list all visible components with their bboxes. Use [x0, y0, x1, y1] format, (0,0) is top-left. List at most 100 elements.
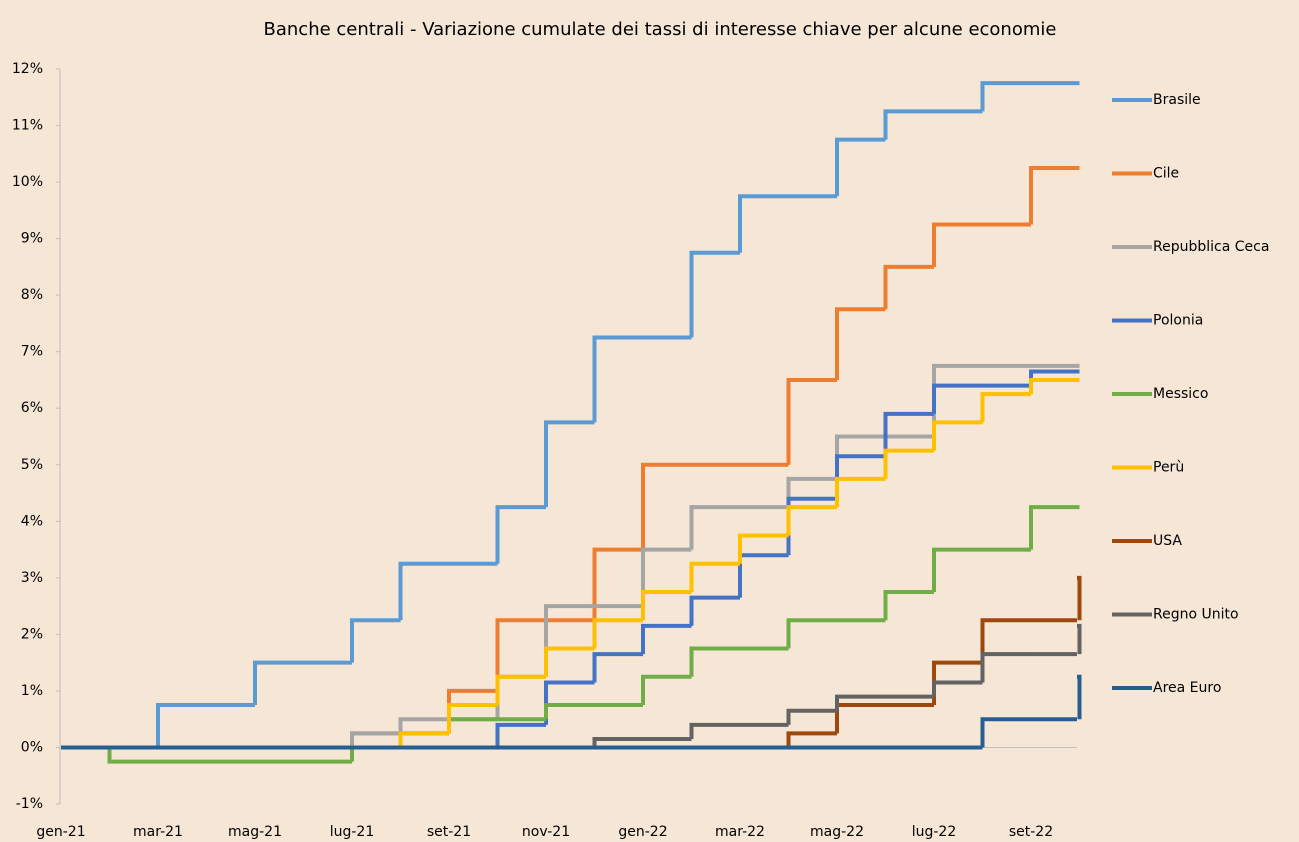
x-tick-label: set-21 — [427, 824, 471, 840]
y-tick-label: 0% — [21, 739, 43, 755]
step-segment — [932, 222, 983, 267]
legend-label: Brasile — [1153, 92, 1201, 108]
x-tick-label: lug-21 — [330, 824, 375, 840]
x-tick-label: mag-21 — [228, 824, 282, 840]
step-segment — [156, 703, 207, 748]
step-segment — [495, 505, 546, 564]
y-tick-label: 6% — [21, 400, 43, 416]
step-segment — [544, 420, 595, 508]
step-segment — [883, 264, 934, 310]
y-tick-label: 5% — [21, 457, 43, 473]
step-segment — [641, 462, 692, 550]
step-segment — [641, 674, 692, 706]
y-tick-label: 9% — [21, 231, 43, 247]
x-tick-label: set-22 — [1009, 824, 1053, 840]
x-tick-label: gen-22 — [618, 824, 667, 840]
chart-title: Banche centrali - Variazione cumulate de… — [264, 19, 1057, 40]
step-segment — [835, 476, 886, 508]
step-segment — [883, 448, 934, 479]
step-segment — [592, 618, 643, 649]
step-segment — [689, 250, 740, 338]
step-segment — [495, 722, 546, 748]
y-tick-label: 11% — [12, 118, 43, 134]
step-segment — [786, 618, 837, 649]
step-segment — [592, 547, 643, 621]
y-tick-label: -1% — [16, 796, 43, 812]
x-tick-label: lug-22 — [912, 824, 957, 840]
y-tick-label: 10% — [12, 174, 43, 190]
x-tick-label: nov-21 — [522, 824, 570, 840]
step-segment — [835, 137, 886, 197]
legend-label: Polonia — [1153, 313, 1203, 329]
step-segment — [350, 618, 401, 663]
step-segment — [689, 722, 740, 739]
step-segment — [786, 731, 837, 748]
y-tick-label: 12% — [12, 61, 43, 77]
step-segment — [544, 646, 595, 677]
step-segment — [398, 561, 449, 621]
step-segment — [883, 589, 934, 621]
step-segment — [689, 561, 740, 592]
step-segment — [835, 694, 886, 711]
y-tick-label: 4% — [21, 513, 43, 529]
y-tick-label: 3% — [21, 570, 43, 586]
step-segment — [786, 377, 837, 465]
legend-label: Area Euro — [1153, 680, 1221, 696]
step-segment — [1029, 165, 1077, 225]
step-segment — [932, 547, 983, 592]
step-segment — [350, 731, 401, 748]
step-segment — [253, 660, 304, 706]
step-segment — [883, 411, 934, 457]
step-segment — [835, 307, 886, 380]
legend-label: Repubblica Ceca — [1153, 239, 1269, 255]
step-segment — [592, 652, 643, 683]
step-segment — [980, 717, 1031, 748]
step-segment — [592, 335, 643, 423]
x-tick-label: gen-21 — [36, 824, 85, 840]
step-segment — [689, 505, 740, 550]
step-segment — [980, 652, 1031, 683]
step-segment — [447, 703, 498, 734]
step-segment — [689, 595, 740, 626]
y-tick-label: 7% — [21, 344, 43, 360]
x-tick-label: mar-22 — [715, 824, 765, 840]
step-segment — [641, 547, 692, 607]
step-segment — [689, 646, 740, 677]
step-segment — [980, 392, 1031, 423]
step-segment — [107, 747, 158, 764]
step-segment — [1077, 623, 1082, 655]
step-segment — [932, 383, 983, 414]
step-segment — [980, 81, 1031, 112]
legend-label: Perù — [1153, 460, 1184, 476]
x-tick-label: mar-21 — [133, 824, 183, 840]
y-tick-label: 2% — [21, 626, 43, 642]
y-tick-label: 8% — [21, 287, 43, 303]
step-segment — [883, 109, 934, 140]
legend-label: USA — [1153, 533, 1182, 549]
step-segment — [495, 618, 546, 691]
step-segment — [544, 703, 595, 720]
step-segment — [398, 717, 449, 734]
step-segment — [592, 736, 643, 748]
step-segment — [932, 420, 983, 451]
step-segment — [932, 680, 983, 697]
step-segment — [1077, 674, 1082, 720]
step-segment — [786, 708, 837, 725]
step-segment — [1077, 575, 1082, 621]
legend-label: Messico — [1153, 386, 1208, 402]
step-segment — [786, 505, 837, 536]
step-segment — [398, 731, 449, 748]
step-segment — [1029, 505, 1077, 550]
y-tick-label: 1% — [21, 683, 43, 699]
step-segment — [641, 623, 692, 655]
step-segment — [738, 194, 789, 253]
step-segment — [495, 674, 546, 706]
legend-label: Regno Unito — [1153, 607, 1239, 623]
x-tick-label: mag-22 — [810, 824, 864, 840]
legend-label: Cile — [1153, 166, 1179, 182]
step-segment — [738, 533, 789, 564]
step-segment — [1029, 377, 1077, 395]
step-segment — [641, 589, 692, 621]
